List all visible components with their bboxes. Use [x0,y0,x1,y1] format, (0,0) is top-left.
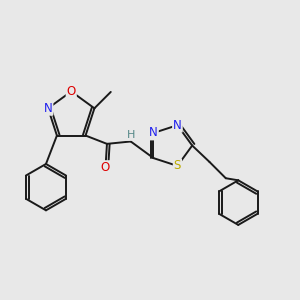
Text: N: N [173,119,182,132]
Text: S: S [174,159,181,172]
Text: N: N [44,102,52,115]
Text: H: H [127,130,135,140]
Text: N: N [149,127,158,140]
Text: O: O [67,85,76,98]
Text: O: O [101,161,110,174]
